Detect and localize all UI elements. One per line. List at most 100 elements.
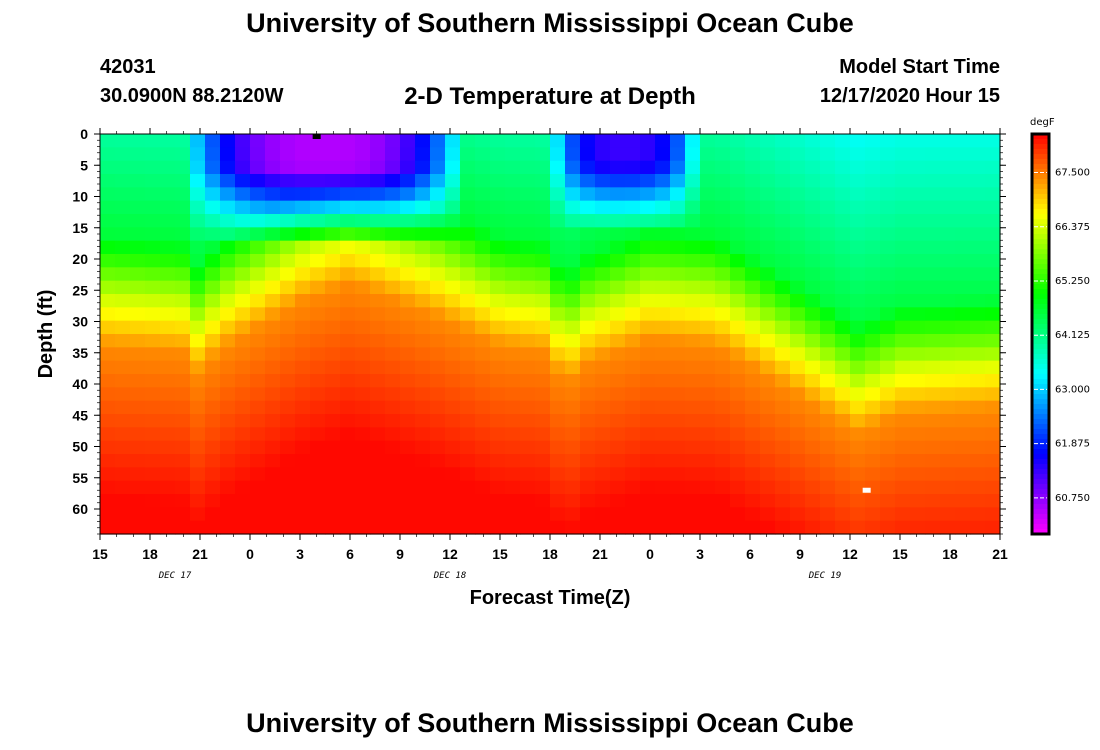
heatmap-cell	[385, 440, 401, 455]
heatmap-cell	[865, 267, 881, 282]
colorbar-swatch	[1032, 484, 1049, 490]
heatmap-cell	[325, 320, 341, 335]
heatmap-cell	[625, 440, 641, 455]
heatmap-cell	[625, 160, 641, 175]
heatmap-cell	[535, 307, 551, 322]
heatmap-cell	[670, 280, 686, 295]
heatmap-cell	[955, 187, 971, 202]
heatmap-cell	[250, 147, 266, 162]
heatmap-cell	[880, 360, 896, 375]
heatmap-cell	[490, 134, 506, 148]
heatmap-cell	[895, 400, 911, 415]
heatmap-cell	[775, 480, 791, 495]
heatmap-cell	[820, 187, 836, 202]
heatmap-cell	[955, 334, 971, 348]
heatmap-cell	[895, 134, 911, 148]
heatmap-cell	[490, 240, 506, 255]
heatmap-cell	[565, 147, 581, 162]
heatmap-cell	[340, 414, 356, 428]
heatmap-cell	[565, 387, 581, 402]
y-tick-label: 0	[80, 126, 88, 142]
heatmap-cell	[295, 507, 311, 522]
heatmap-cell	[400, 267, 416, 282]
heatmap-cell	[160, 200, 176, 215]
heatmap-cell	[820, 134, 836, 148]
heatmap-cell	[835, 480, 851, 495]
heatmap-cell	[745, 254, 761, 268]
heatmap-cell	[565, 520, 581, 535]
heatmap-cell	[835, 240, 851, 255]
heatmap-cell	[565, 240, 581, 255]
colorbar-swatch	[1032, 229, 1049, 235]
heatmap-cell	[820, 280, 836, 295]
heatmap-cell	[490, 400, 506, 415]
heatmap-cell	[955, 320, 971, 335]
heatmap-cell	[370, 507, 386, 522]
heatmap-cell	[190, 267, 206, 282]
heatmap-cell	[940, 134, 956, 148]
heatmap-cell	[775, 454, 791, 468]
heatmap-cell	[715, 494, 731, 508]
heatmap-cell	[685, 254, 701, 268]
heatmap-cell	[565, 334, 581, 348]
heatmap-cell	[280, 347, 296, 362]
heatmap-cell	[355, 147, 371, 162]
heatmap-cell	[340, 334, 356, 348]
heatmap-cell	[130, 160, 146, 175]
colorbar-swatch	[1032, 139, 1049, 145]
heatmap-cell	[715, 294, 731, 308]
heatmap-cell	[595, 414, 611, 428]
heatmap-cell	[295, 347, 311, 362]
heatmap-cell	[745, 320, 761, 335]
heatmap-cell	[460, 494, 476, 508]
heatmap-cell	[700, 200, 716, 215]
colorbar-swatch	[1032, 239, 1049, 245]
heatmap-cell	[490, 414, 506, 428]
heatmap-cell	[880, 334, 896, 348]
heatmap-cell	[685, 440, 701, 455]
heatmap-cell	[775, 427, 791, 442]
heatmap-cell	[595, 214, 611, 228]
heatmap-cell	[280, 414, 296, 428]
heatmap-cell	[115, 400, 131, 415]
heatmap-cell	[205, 294, 221, 308]
heatmap-cell	[370, 254, 386, 268]
heatmap-cell	[760, 320, 776, 335]
heatmap-cell	[505, 440, 521, 455]
heatmap-cell	[835, 360, 851, 375]
heatmap-cell	[745, 147, 761, 162]
heatmap-cell	[340, 160, 356, 175]
colorbar-swatch	[1032, 384, 1049, 390]
heatmap-cell	[175, 280, 191, 295]
heatmap-cell	[325, 147, 341, 162]
heatmap-cell	[235, 334, 251, 348]
heatmap-cell	[820, 320, 836, 335]
heatmap-cell	[805, 307, 821, 322]
heatmap-cell	[340, 214, 356, 228]
heatmap-cell	[145, 147, 161, 162]
heatmap-cell	[760, 494, 776, 508]
heatmap-cell	[985, 147, 1001, 162]
x-tick-label: 15	[92, 546, 108, 562]
heatmap-cell	[625, 294, 641, 308]
heatmap-cell	[655, 414, 671, 428]
heatmap-cell	[505, 520, 521, 535]
heatmap-cell	[805, 280, 821, 295]
heatmap-cell	[400, 254, 416, 268]
heatmap-cell	[955, 174, 971, 188]
heatmap-cell	[820, 400, 836, 415]
heatmap-cell	[655, 320, 671, 335]
heatmap-cell	[910, 520, 926, 535]
heatmap-cell	[985, 467, 1001, 482]
heatmap-cell	[940, 240, 956, 255]
heatmap-cell	[910, 467, 926, 482]
heatmap-cell	[655, 440, 671, 455]
heatmap-cell	[850, 147, 866, 162]
heatmap-cell	[100, 454, 116, 468]
heatmap-cell	[115, 227, 131, 242]
heatmap-cell	[940, 507, 956, 522]
heatmap-cell	[805, 427, 821, 442]
heatmap-cell	[775, 387, 791, 402]
heatmap-cell	[580, 214, 596, 228]
heatmap-cell	[310, 254, 326, 268]
